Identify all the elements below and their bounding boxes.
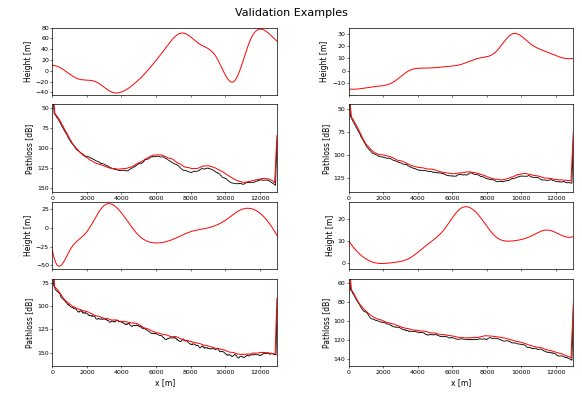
X-axis label: x [m]: x [m]	[451, 378, 471, 387]
Text: Validation Examples: Validation Examples	[235, 8, 347, 18]
Y-axis label: Height [m]: Height [m]	[24, 215, 33, 256]
Y-axis label: Height [m]: Height [m]	[321, 41, 329, 82]
Y-axis label: Pathloss [dB]: Pathloss [dB]	[322, 123, 331, 173]
X-axis label: x [m]: x [m]	[154, 378, 175, 387]
Y-axis label: Pathloss [dB]: Pathloss [dB]	[322, 297, 331, 348]
Y-axis label: Pathloss [dB]: Pathloss [dB]	[26, 123, 34, 173]
Y-axis label: Height [m]: Height [m]	[325, 215, 335, 256]
Y-axis label: Pathloss [dB]: Pathloss [dB]	[26, 297, 34, 348]
Y-axis label: Height [m]: Height [m]	[24, 41, 33, 82]
